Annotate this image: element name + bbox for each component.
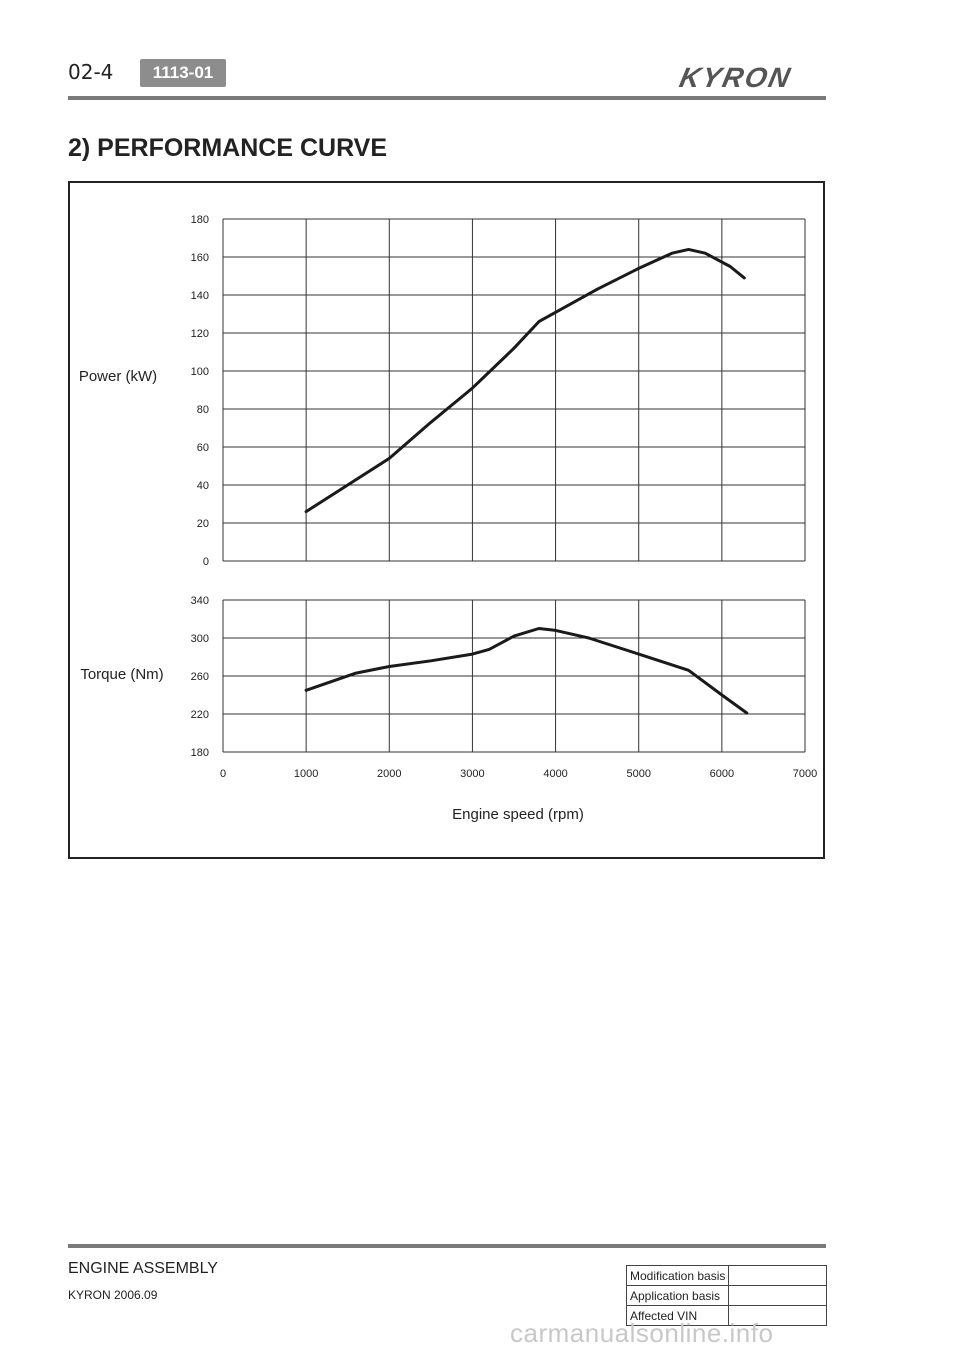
x-tick-label: 1000 bbox=[294, 768, 318, 780]
revision-table: Modification basis Application basis Aff… bbox=[625, 1265, 827, 1326]
revision-row: Modification basis bbox=[625, 1265, 827, 1286]
power-y-tick-label: 100 bbox=[191, 366, 209, 378]
torque-y-tick-label: 340 bbox=[191, 595, 209, 607]
section-title: 2) PERFORMANCE CURVE bbox=[68, 134, 388, 162]
x-tick-label: 5000 bbox=[626, 768, 650, 780]
watermark: carmanualsonline.info bbox=[510, 1318, 774, 1348]
footer-divider bbox=[68, 1244, 826, 1248]
power-curve bbox=[304, 247, 746, 514]
footer-chapter: ENGINE ASSEMBLY bbox=[68, 1260, 218, 1277]
x-tick-label: 7000 bbox=[793, 768, 817, 780]
revision-label: Application basis bbox=[625, 1285, 730, 1306]
torque-curve bbox=[304, 627, 749, 715]
x-tick-label: 3000 bbox=[460, 768, 484, 780]
power-y-tick-label: 20 bbox=[197, 518, 209, 530]
header-divider bbox=[68, 96, 826, 100]
power-y-tick-label: 140 bbox=[191, 290, 209, 302]
x-tick-label: 4000 bbox=[543, 768, 567, 780]
power-y-axis-label: Power (kW) bbox=[79, 368, 157, 385]
torque-y-tick-label: 220 bbox=[191, 709, 209, 721]
torque-y-axis-label: Torque (Nm) bbox=[80, 666, 163, 683]
x-tick-label: 2000 bbox=[377, 768, 401, 780]
section-code-badge: 1113-01 bbox=[140, 59, 226, 87]
footer-model: KYRON 2006.09 bbox=[68, 1288, 158, 1302]
revision-label: Modification basis bbox=[625, 1265, 730, 1286]
power-y-tick-label: 160 bbox=[191, 252, 209, 264]
power-y-tick-label: 180 bbox=[191, 214, 209, 226]
power-y-tick-label: 120 bbox=[191, 328, 209, 340]
revision-row: Affected VIN bbox=[625, 1305, 827, 1326]
power-y-tick-label: 80 bbox=[197, 404, 209, 416]
revision-value bbox=[728, 1265, 827, 1286]
torque-y-tick-label: 260 bbox=[191, 671, 209, 683]
x-tick-label: 0 bbox=[220, 768, 226, 780]
power-y-tick-label: 0 bbox=[203, 556, 209, 568]
page-number: 02-4 bbox=[68, 60, 114, 84]
revision-row: Application basis bbox=[625, 1285, 827, 1306]
revision-value bbox=[728, 1285, 827, 1306]
revision-label: Affected VIN bbox=[625, 1305, 730, 1326]
torque-y-tick-label: 300 bbox=[191, 633, 209, 645]
x-tick-label: 6000 bbox=[710, 768, 734, 780]
x-axis-label: Engine speed (rpm) bbox=[452, 806, 584, 823]
figure-frame bbox=[68, 181, 825, 859]
revision-value bbox=[728, 1305, 827, 1326]
torque-y-tick-label: 180 bbox=[191, 747, 209, 759]
power-y-tick-label: 60 bbox=[197, 442, 209, 454]
power-y-tick-label: 40 bbox=[197, 480, 209, 492]
